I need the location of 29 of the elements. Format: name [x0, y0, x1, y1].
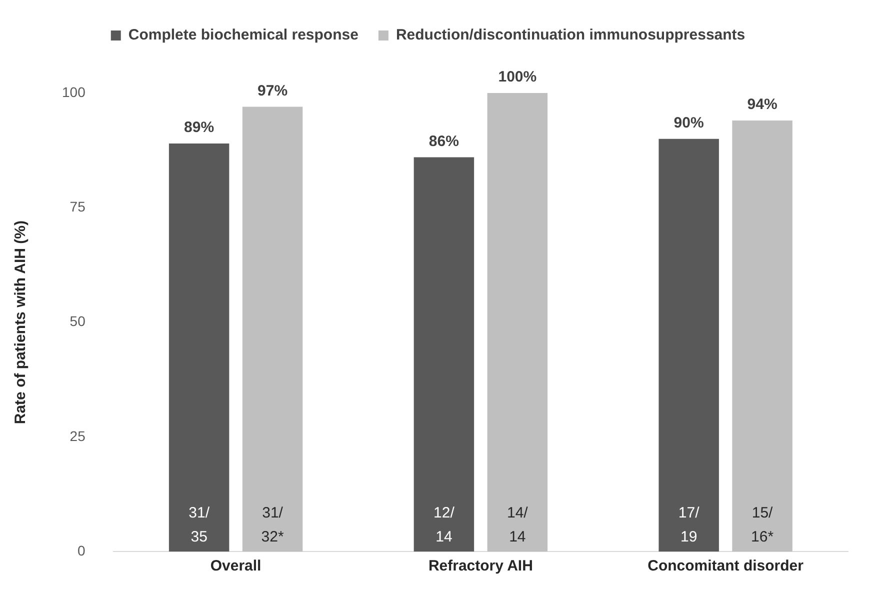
annotation: 17/ 19 [678, 504, 700, 546]
annotation: 14/ 14 [506, 504, 529, 546]
y-tick-label: 100 [62, 84, 86, 100]
data-label: 90% [674, 114, 704, 132]
data-label: 89% [184, 119, 214, 136]
bar [487, 93, 548, 552]
annotation: 15/ 16* [751, 504, 774, 546]
legend-label: Reduction/discontinuation immunosuppressants [396, 26, 746, 44]
x-tick-label: Overall [210, 558, 262, 575]
x-tick-label: Concomitant disorder [648, 558, 804, 575]
legend-label: Complete biochemical response [128, 26, 358, 44]
data-label: 97% [258, 82, 288, 100]
y-tick-label: 75 [70, 198, 86, 215]
bar [732, 120, 792, 552]
data-label: 86% [428, 132, 459, 150]
y-tick-label: 0 [78, 542, 86, 558]
bar [658, 138, 719, 552]
annotation: 12/ 14 [434, 504, 456, 546]
x-tick-label: Refractory AIH [428, 558, 533, 575]
annotation: 31/ 35 [188, 504, 210, 546]
y-axis-title: Rate of patients with AIH (%) [12, 220, 30, 424]
y-tick-label: 50 [70, 313, 86, 330]
annotation: 31/ 32* [261, 504, 284, 546]
bar [414, 157, 474, 552]
data-label: 94% [747, 96, 778, 114]
data-label: 100% [498, 68, 537, 86]
y-tick-label: 25 [70, 428, 86, 444]
bar [242, 106, 303, 552]
bar [168, 143, 230, 552]
